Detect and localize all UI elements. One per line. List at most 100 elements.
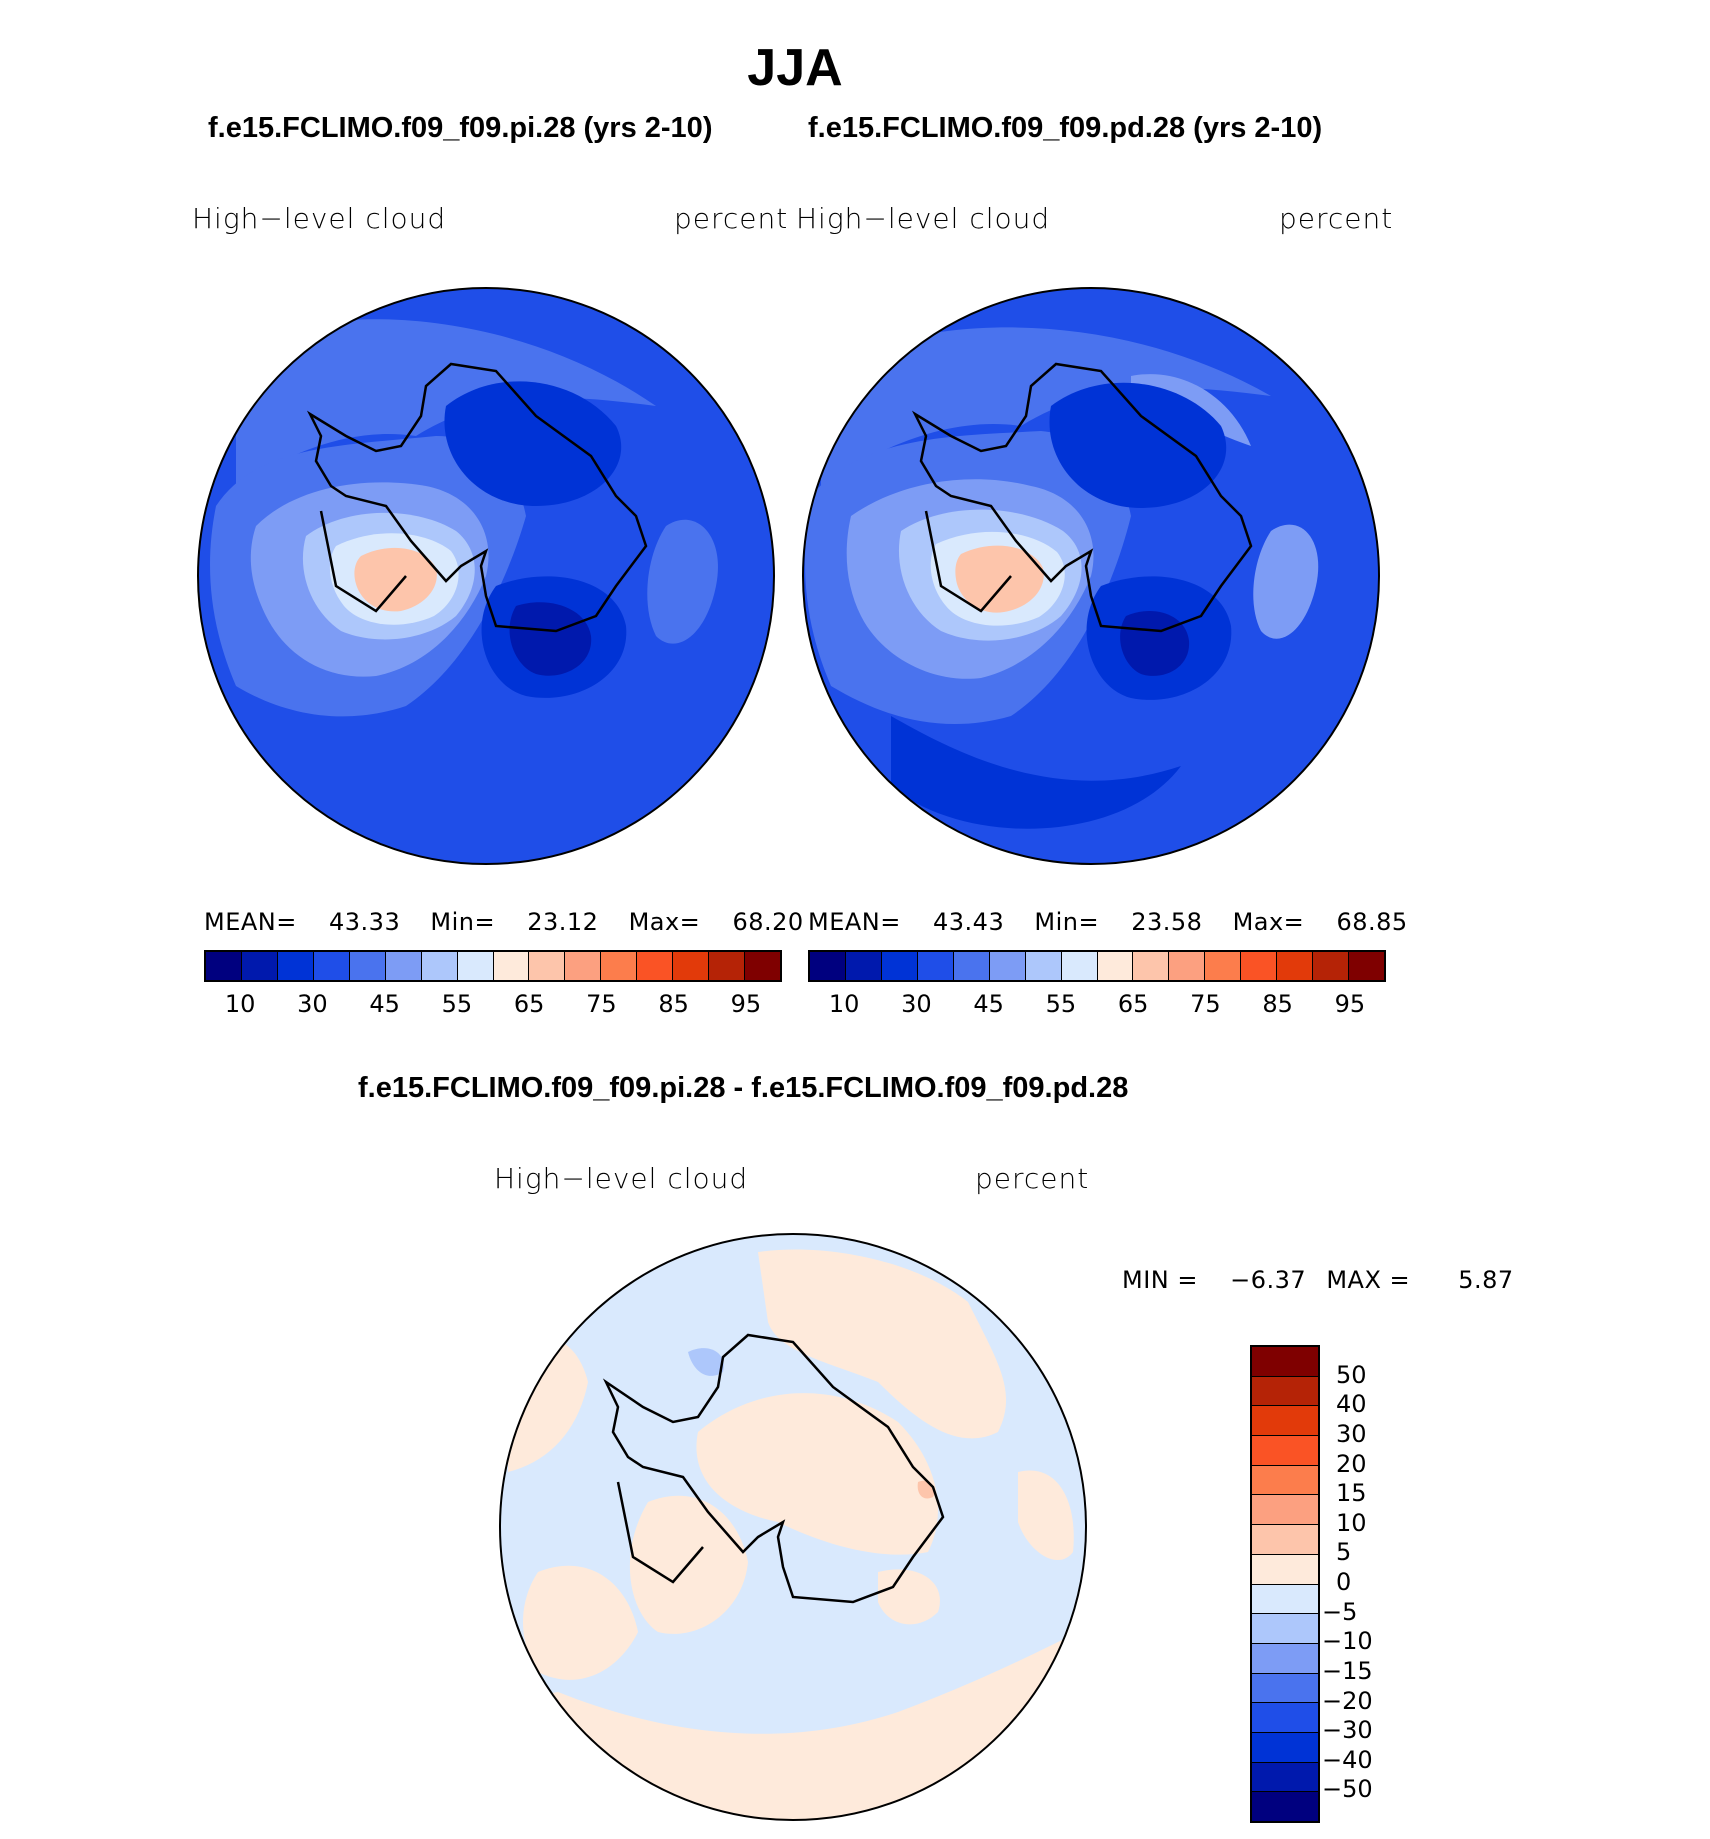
panel-2-colorbar-swatch <box>881 952 918 980</box>
season-title: JJA <box>747 39 843 97</box>
panel-1-colorbar <box>204 950 782 982</box>
panel-1-colorbar-swatch <box>529 952 566 980</box>
diff-colorbar-tick-label: 50 <box>1336 1360 1367 1389</box>
panel-2-colorbar-swatch <box>1061 952 1098 980</box>
panel-1-colorbar-swatch <box>206 952 242 980</box>
panel-1-max-value: 68.20 <box>732 908 804 936</box>
diff-max-label: MAX = <box>1326 1266 1411 1294</box>
diff-colorbar-swatch <box>1252 1465 1318 1496</box>
diff-colorbar-swatch <box>1252 1436 1318 1466</box>
diff-colorbar-swatch <box>1252 1732 1318 1763</box>
panel-1-min-label: Min= <box>430 908 496 936</box>
panel-1-colorbar-swatch <box>601 952 638 980</box>
panel-2-colorbar-swatch <box>917 952 954 980</box>
panel-2-colorbar-tick-label: 30 <box>901 990 932 1018</box>
panel-1-colorbar-swatch <box>349 952 386 980</box>
panel-1-min-value: 23.12 <box>527 908 599 936</box>
panel-1-colorbar-swatch <box>241 952 278 980</box>
panel-1-max-label: Max= <box>628 908 701 936</box>
diff-colorbar-swatch <box>1252 1525 1318 1555</box>
diff-max-value: 5.87 <box>1458 1266 1514 1294</box>
panel-1-colorbar-tick-label: 75 <box>586 990 617 1018</box>
panel-2-polar-map <box>802 287 1380 865</box>
panel-1-colorbar-swatch <box>457 952 494 980</box>
panel-1-colorbar-swatch <box>313 952 350 980</box>
diff-colorbar-swatch <box>1252 1584 1318 1615</box>
panel-1-colorbar-tick-label: 65 <box>513 990 545 1018</box>
panel-1-colorbar-swatch <box>385 952 422 980</box>
diff-colorbar-tick-label: 30 <box>1336 1419 1367 1448</box>
panel-1-colorbar-tick-label: 10 <box>224 990 256 1018</box>
panel-2-colorbar-tick-label: 10 <box>828 990 860 1018</box>
panel-1-colorbar-labels: 10 30 45 55 65 75 85 95 <box>204 990 782 1020</box>
panel-1-mean-value: 43.33 <box>329 908 401 936</box>
diff-colorbar-swatch <box>1252 1376 1318 1407</box>
panel-1-colorbar-tick-label: 30 <box>297 990 328 1018</box>
panel-1-colorbar-swatch <box>493 952 530 980</box>
panel-1-colorbar-swatch <box>709 952 746 980</box>
diff-colorbar-swatch <box>1252 1554 1318 1585</box>
panel-2-colorbar-swatch <box>953 952 990 980</box>
panel-2-colorbar <box>808 950 1386 982</box>
diff-colorbar-swatch <box>1252 1347 1318 1377</box>
panel-1-colorbar-swatch <box>277 952 314 980</box>
diff-colorbar-swatch <box>1252 1495 1318 1526</box>
diff-title: f.e15.FCLIMO.f09_f09.pi.28 - f.e15.FCLIM… <box>358 1072 1129 1104</box>
panel-1-polar-map <box>197 287 775 865</box>
panel-2-colorbar-swatch <box>1349 952 1384 980</box>
diff-colorbar-tick-label: −5 <box>1322 1597 1358 1626</box>
panel-1-colorbar-tick-label: 45 <box>369 990 400 1018</box>
panel-2-colorbar-tick-label: 55 <box>1045 990 1077 1018</box>
panel-1-colorbar-swatch <box>421 952 458 980</box>
panel-1-colorbar-swatch <box>673 952 710 980</box>
panel-2-colorbar-tick-label: 45 <box>973 990 1004 1018</box>
diff-colorbar-swatch <box>1252 1406 1318 1437</box>
panel-1-mean-label: MEAN= <box>204 908 297 936</box>
panel-1-colorbar-tick-label: 85 <box>658 990 689 1018</box>
diff-colorbar-tick-label: −40 <box>1322 1745 1373 1774</box>
diff-minmax: MIN = −6.37 MAX = 5.87 <box>1122 1266 1514 1294</box>
diff-colorbar-swatch <box>1252 1614 1318 1644</box>
panel-2-colorbar-swatch <box>1097 952 1134 980</box>
panel-2-colorbar-swatch <box>1025 952 1062 980</box>
panel-2-max-label: Max= <box>1232 908 1305 936</box>
panel-2-stats: MEAN= 43.43 Min= 23.58 Max= 68.85 <box>808 908 1408 936</box>
diff-polar-map <box>499 1233 1087 1821</box>
panel-1-colorbar-tick-label: 95 <box>730 990 762 1018</box>
diff-colorbar-tick-label: −20 <box>1322 1686 1373 1715</box>
diff-colorbar-swatch <box>1252 1643 1318 1674</box>
diff-colorbar-tick-label: 10 <box>1336 1508 1367 1537</box>
panel-2-colorbar-swatch <box>810 952 846 980</box>
panel-2-colorbar-tick-label: 85 <box>1262 990 1293 1018</box>
panel-2-colorbar-swatch <box>1133 952 1170 980</box>
panel-1-colorbar-swatch <box>745 952 780 980</box>
diff-colorbar-tick-label: 20 <box>1336 1449 1367 1478</box>
diff-colorbar-swatch <box>1252 1762 1318 1793</box>
panel-2-max-value: 68.85 <box>1336 908 1408 936</box>
panel-1-case-title: f.e15.FCLIMO.f09_f09.pi.28 (yrs 2-10) <box>208 112 713 144</box>
panel-2-min-label: Min= <box>1034 908 1100 936</box>
diff-colorbar-swatch <box>1252 1703 1318 1733</box>
panel-1-stats: MEAN= 43.33 Min= 23.12 Max= 68.20 <box>204 908 804 936</box>
panel-2-colorbar-swatch <box>1205 952 1242 980</box>
diff-colorbar-swatch <box>1252 1673 1318 1704</box>
diff-colorbar-tick-label: −10 <box>1322 1627 1373 1656</box>
diff-colorbar-tick-label: −15 <box>1322 1656 1373 1685</box>
panel-1-colorbar-tick-label: 55 <box>441 990 473 1018</box>
panel-2-colorbar-tick-label: 75 <box>1190 990 1221 1018</box>
panel-2-colorbar-tick-label: 65 <box>1117 990 1149 1018</box>
panel-2-min-value: 23.58 <box>1131 908 1203 936</box>
panel-2-colorbar-swatch <box>845 952 882 980</box>
diff-colorbar <box>1250 1345 1320 1823</box>
diff-min-label: MIN = <box>1122 1266 1198 1294</box>
panel-2-colorbar-swatch <box>1277 952 1314 980</box>
panel-1-colorbar-swatch <box>565 952 602 980</box>
panel-1-colorbar-swatch <box>637 952 674 980</box>
diff-variable-label: High−level cloud <box>494 1162 749 1195</box>
panel-2-colorbar-swatch <box>1169 952 1206 980</box>
diff-colorbar-tick-label: 15 <box>1336 1479 1367 1508</box>
panel-2-mean-label: MEAN= <box>808 908 901 936</box>
diff-colorbar-tick-label: 40 <box>1336 1390 1367 1419</box>
panel-2-case-title: f.e15.FCLIMO.f09_f09.pd.28 (yrs 2-10) <box>808 112 1323 144</box>
diff-units-label: percent <box>975 1162 1090 1195</box>
